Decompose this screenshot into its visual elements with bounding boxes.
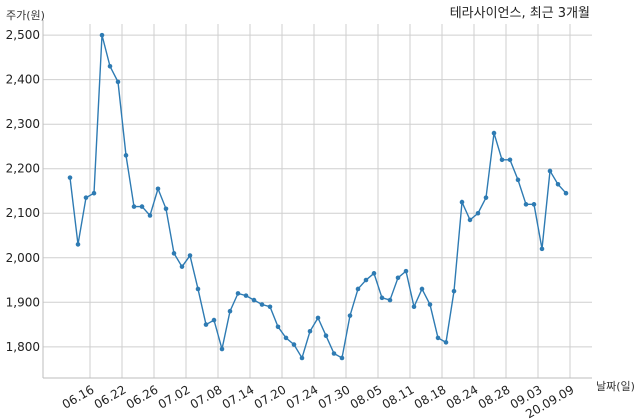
- data-point: [491, 130, 497, 136]
- x-tick-label: 06.16: [60, 382, 97, 411]
- data-points: [67, 32, 569, 361]
- data-point: [99, 32, 105, 38]
- data-point: [219, 346, 225, 352]
- data-point: [531, 202, 537, 207]
- data-point: [283, 335, 289, 341]
- data-point: [475, 210, 481, 216]
- x-tick-label: 08.05: [348, 382, 385, 411]
- x-tick-label: 07.20: [252, 382, 289, 411]
- chart-title: 테라사이언스, 최근 3개월: [450, 6, 590, 21]
- data-point: [203, 322, 209, 327]
- data-point: [235, 291, 241, 296]
- data-point: [323, 333, 329, 339]
- data-point: [483, 195, 489, 200]
- data-point: [243, 293, 249, 298]
- x-tick-label: 07.14: [220, 382, 257, 411]
- data-point: [523, 202, 529, 207]
- data-point: [363, 277, 369, 283]
- y-tick-label: 2,100: [6, 206, 40, 220]
- data-point: [539, 246, 545, 252]
- data-point: [435, 335, 441, 341]
- data-point: [331, 351, 337, 356]
- data-point: [339, 355, 345, 361]
- series-line: [69, 34, 567, 360]
- data-point: [291, 342, 297, 347]
- data-point: [187, 253, 193, 258]
- axes: [42, 20, 592, 379]
- data-point: [507, 157, 513, 163]
- y-tick-label: 2,300: [6, 117, 40, 131]
- data-point: [467, 217, 473, 223]
- y-tick-label: 2,000: [6, 251, 40, 265]
- data-point: [427, 302, 433, 307]
- x-tick-label: 07.24: [284, 382, 321, 411]
- y-axis-label: 주가(원): [6, 9, 45, 22]
- data-point: [163, 206, 169, 212]
- data-point: [499, 157, 505, 163]
- data-point: [371, 271, 377, 276]
- data-point: [131, 204, 137, 209]
- data-point: [403, 268, 409, 274]
- data-point: [307, 328, 313, 334]
- data-point: [107, 64, 113, 69]
- data-point: [123, 153, 129, 158]
- data-point: [75, 242, 81, 247]
- y-tick-label: 2,500: [6, 28, 40, 42]
- data-point: [67, 175, 73, 180]
- data-point: [91, 190, 97, 196]
- data-point: [211, 317, 217, 323]
- data-point: [379, 295, 385, 301]
- x-tick-label: 07.30: [316, 382, 353, 411]
- x-tick-label: 06.22: [92, 382, 129, 411]
- x-tick-label: 07.02: [156, 382, 193, 411]
- data-point: [251, 297, 257, 303]
- y-tick-label: 1,800: [6, 340, 40, 354]
- data-point: [299, 355, 305, 361]
- x-tick-label: 06.26: [124, 382, 161, 411]
- y-tick-label: 1,900: [6, 295, 40, 309]
- data-point: [179, 264, 185, 269]
- x-axis-ticks: 06.1606.2206.2607.0207.0807.1407.2007.24…: [60, 382, 577, 419]
- x-tick-label: 08.18: [412, 382, 449, 411]
- data-point: [259, 302, 265, 307]
- data-point: [147, 213, 153, 218]
- grid: [43, 24, 592, 378]
- x-tick-label: 08.24: [444, 382, 481, 411]
- data-point: [555, 182, 561, 187]
- data-point: [195, 286, 201, 292]
- data-point: [275, 324, 281, 330]
- data-point: [155, 186, 161, 192]
- data-point: [227, 308, 233, 314]
- y-tick-label: 2,200: [6, 162, 40, 176]
- x-tick-label: 08.11: [380, 382, 417, 411]
- data-point: [347, 313, 353, 318]
- data-point: [443, 340, 449, 345]
- data-point: [395, 275, 401, 281]
- data-point: [547, 168, 553, 174]
- data-point: [387, 297, 393, 303]
- data-point: [355, 286, 361, 292]
- data-point: [459, 199, 465, 205]
- data-point: [83, 195, 89, 200]
- x-tick-label: 08.28: [476, 382, 513, 411]
- x-tick-label: 07.08: [188, 382, 225, 411]
- data-point: [115, 79, 121, 85]
- x-axis-label: 날짜(일): [596, 379, 635, 393]
- data-point: [563, 190, 569, 196]
- y-tick-label: 2,400: [6, 73, 40, 87]
- y-axis-ticks: 1,800 1,900 2,000 2,100 2,200 2,300 2,400 2,500: [6, 28, 40, 354]
- data-point: [267, 304, 273, 310]
- data-point: [411, 304, 417, 310]
- data-point: [315, 315, 321, 321]
- data-point: [171, 251, 177, 256]
- data-point: [419, 286, 425, 292]
- data-point: [515, 177, 521, 183]
- data-point: [139, 204, 145, 209]
- data-point: [451, 288, 457, 294]
